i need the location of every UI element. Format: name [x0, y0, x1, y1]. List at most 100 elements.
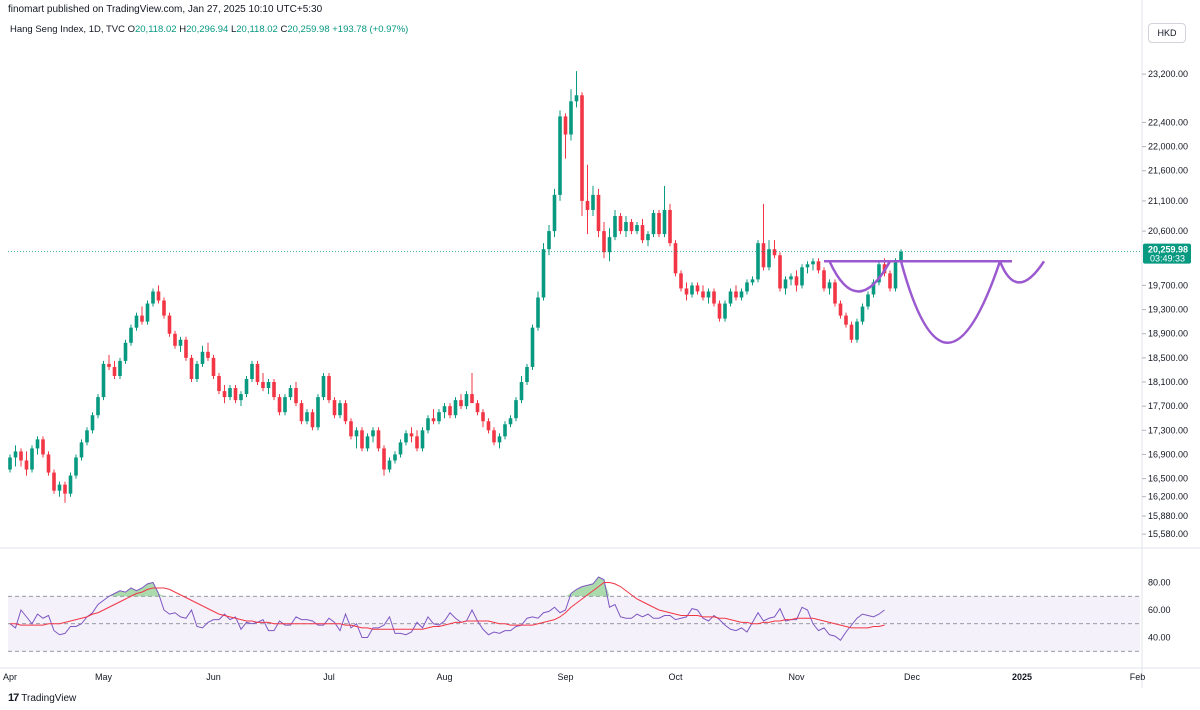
- candle-body: [305, 412, 309, 422]
- candle-body: [398, 442, 403, 455]
- change-value: +193.78 (+0.97%): [332, 24, 409, 35]
- candle-body: [255, 363, 260, 383]
- candle-body: [629, 222, 634, 232]
- y-tick-label: 18,500.00: [1148, 353, 1188, 363]
- candle-body: [431, 418, 436, 422]
- symbol-name[interactable]: Hang Seng Index, 1D, TVC: [10, 24, 125, 35]
- low-label: L: [230, 24, 237, 35]
- candle-body: [420, 430, 425, 449]
- rsi-tick-label: 80.00: [1148, 578, 1171, 588]
- close-label: C: [280, 24, 288, 35]
- candle-body: [503, 424, 507, 437]
- candle-body: [514, 400, 518, 419]
- x-tick-label: Oct: [668, 672, 683, 682]
- candle-body: [783, 279, 788, 289]
- rsi-pane: [8, 576, 1140, 652]
- last-price-value: 20,259.98: [1148, 245, 1188, 255]
- rsi-overbought-fill: [565, 577, 610, 597]
- candle-body: [833, 282, 837, 304]
- candle-body: [299, 403, 304, 422]
- candle-body: [822, 270, 826, 289]
- candle-body: [624, 222, 628, 232]
- ohlc-legend: Hang Seng Index, 1D, TVC O20,118.02 H20,…: [10, 24, 408, 35]
- candle-body: [519, 382, 524, 401]
- candle-body: [805, 264, 810, 268]
- candle-body: [712, 291, 716, 304]
- candle-body: [739, 291, 744, 298]
- candle-body: [717, 303, 722, 319]
- candle-body: [46, 454, 51, 473]
- candle-body: [277, 397, 282, 413]
- candle-body: [332, 400, 337, 416]
- candle-body: [459, 400, 463, 407]
- candle-body: [827, 282, 832, 289]
- candle-body: [228, 388, 232, 398]
- candle-body: [283, 397, 287, 413]
- currency-button[interactable]: HKD: [1148, 23, 1186, 43]
- candle-body: [800, 267, 804, 286]
- candle-body: [530, 327, 535, 367]
- candle-body: [701, 291, 705, 298]
- candle-body: [811, 261, 815, 265]
- close-value: 20,259.98: [287, 24, 330, 35]
- candle-body: [294, 388, 298, 404]
- high-value: 20,296.94: [186, 24, 229, 35]
- candle-body: [580, 95, 584, 201]
- candle-body: [338, 403, 342, 416]
- candle-body: [222, 391, 227, 398]
- candle-body: [640, 225, 645, 241]
- candle-body: [569, 101, 573, 135]
- candle-body: [750, 279, 755, 283]
- candle-body: [437, 412, 441, 422]
- time-axis[interactable]: AprMayJunJulAugSepOctNovDec2025FebMar: [3, 672, 1200, 682]
- candle-body: [393, 454, 397, 461]
- candle-body: [453, 400, 458, 416]
- candle-body: [668, 209, 672, 244]
- candle-body: [382, 448, 386, 470]
- candle-body: [563, 116, 568, 135]
- x-tick-label: Aug: [436, 672, 452, 682]
- candle-body: [464, 394, 469, 407]
- candle-body: [189, 357, 194, 379]
- candle-body: [288, 388, 293, 398]
- price-axis[interactable]: 23,200.00 22,400.00 22,000.00 21,600.00 21,1…: [1142, 69, 1188, 643]
- candle-body: [893, 261, 898, 289]
- candle-body: [107, 363, 111, 367]
- candle-body: [200, 351, 205, 364]
- candle-body: [574, 95, 579, 102]
- candle-body: [618, 216, 623, 232]
- candle-body: [706, 291, 711, 298]
- candle-body: [316, 397, 320, 428]
- candle-body: [365, 436, 370, 449]
- last-price-countdown: 03:49:33: [1150, 254, 1185, 264]
- candle-body: [266, 382, 271, 389]
- y-tick-label: 16,500.00: [1148, 474, 1188, 484]
- y-tick-label: 17,300.00: [1148, 425, 1188, 435]
- candle-body: [184, 339, 188, 358]
- candle-body: [690, 285, 694, 295]
- x-tick-label: Jun: [206, 672, 221, 682]
- candle-body: [536, 297, 540, 328]
- candle-body: [118, 360, 122, 376]
- y-tick-label: 18,900.00: [1148, 329, 1188, 339]
- y-tick-label: 15,580.00: [1148, 529, 1188, 539]
- y-tick-label: 16,200.00: [1148, 492, 1188, 502]
- candle-body: [673, 243, 678, 274]
- candle-body: [96, 397, 100, 416]
- candle-body: [233, 388, 238, 401]
- y-tick-label: 20,600.00: [1148, 226, 1188, 236]
- tradingview-logo[interactable]: 17 TradingView: [8, 692, 76, 704]
- open-value: 20,118.02: [134, 24, 177, 35]
- candle-body: [646, 234, 650, 241]
- rsi-overbought-fill: [109, 582, 164, 597]
- candle-body: [684, 288, 689, 295]
- candle-body: [426, 418, 430, 431]
- candle-body: [162, 300, 166, 316]
- candle-body: [327, 375, 331, 401]
- candle-body: [30, 448, 34, 470]
- candle-body: [481, 412, 485, 422]
- candle-body: [635, 225, 639, 232]
- rsi-tick-label: 40.00: [1148, 633, 1171, 643]
